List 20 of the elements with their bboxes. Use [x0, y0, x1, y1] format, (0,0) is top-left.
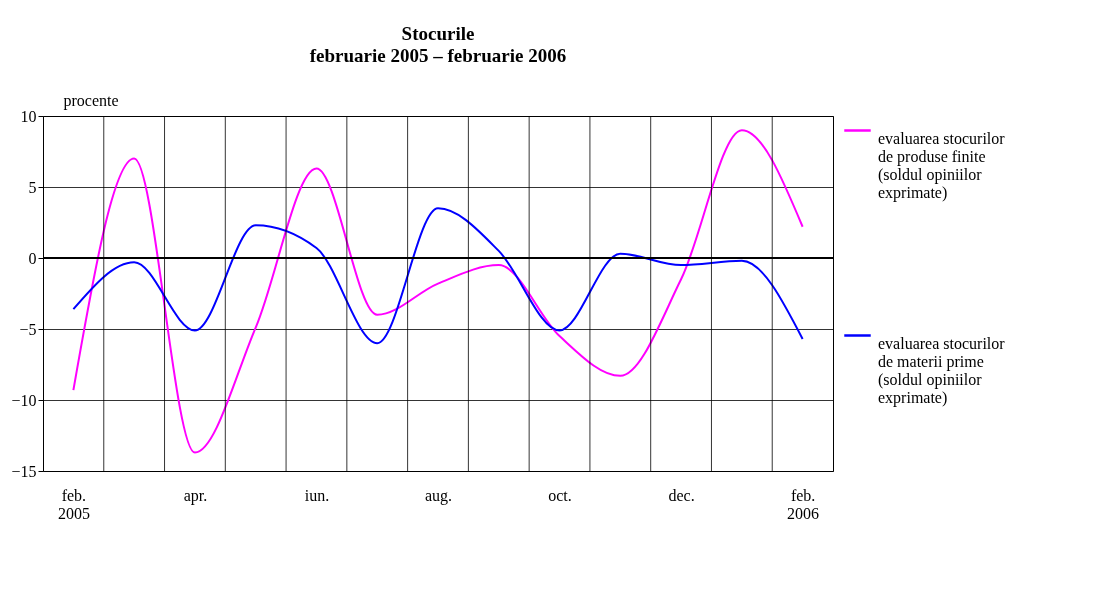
- x-tick-label: oct.: [548, 486, 572, 504]
- y-tick-label: 0: [28, 249, 37, 267]
- y-tick-label: 5: [28, 178, 37, 196]
- x-tick-label: iun.: [304, 486, 330, 504]
- y-tick-label: −15: [11, 462, 37, 480]
- line-series: [72, 129, 804, 454]
- y-tick-label: −5: [19, 320, 37, 338]
- chart-subtitle: februarie 2005 – februarie 2006: [309, 45, 567, 66]
- chart-title: Stocurile: [401, 23, 475, 44]
- x-tick-label: apr.: [183, 486, 208, 505]
- legend-label: evaluarea stocurilor de produse finite (soldul opiniilor exprimate): [878, 129, 1006, 202]
- x-tick-label: feb. 2006: [787, 486, 820, 522]
- line-series: [72, 207, 804, 345]
- x-tick-label: feb. 2005: [57, 486, 90, 522]
- y-tick-label: 10: [20, 107, 37, 125]
- legend-label: evaluarea stocurilor de materii prime (soldul opiniilor exprimate): [878, 334, 1006, 407]
- y-tick-label: −10: [11, 391, 37, 409]
- y-axis-title: procente: [63, 91, 119, 110]
- x-tick-label: dec.: [668, 486, 695, 504]
- x-tick-label: aug.: [424, 486, 453, 505]
